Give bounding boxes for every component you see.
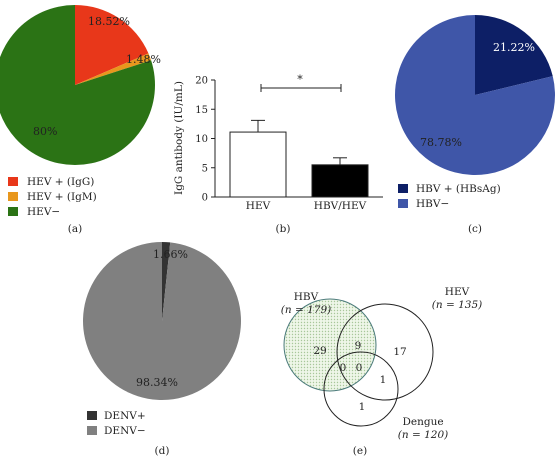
slice-label-hev-igm: 1.48% bbox=[126, 53, 161, 66]
pie-slice-hev-pos-igg bbox=[75, 5, 149, 85]
pie-chart-a bbox=[0, 5, 155, 165]
legend-swatch-hev-igg bbox=[8, 177, 18, 186]
bar-hev bbox=[229, 131, 287, 198]
pie-slice-hevneg bbox=[0, 5, 155, 165]
venn-count-all-three: 0 bbox=[356, 362, 363, 374]
y-ticks-b: 0 5 10 15 20 bbox=[195, 76, 215, 204]
y-axis-label-b: IgG antibody (IU/mL) bbox=[173, 81, 185, 195]
pie-slice-hbvneg bbox=[395, 15, 555, 175]
venn-circle-hev bbox=[336, 303, 434, 401]
legend-swatch-denv-pos bbox=[87, 411, 97, 420]
legend-label-hbv-pos: HBV + (HBsAg) bbox=[416, 183, 501, 195]
x-tick-label-hbv-hev: HBV/HEV bbox=[314, 200, 367, 212]
x-tick-label-hev: HEV bbox=[246, 200, 271, 212]
venn-count-hbv-only: 29 bbox=[313, 345, 326, 357]
pie-chart-d bbox=[83, 242, 242, 401]
venn-set-name-dengue: Dengue bbox=[402, 416, 443, 428]
venn-count-hbv-hev: 9 bbox=[355, 340, 362, 352]
slice-label-hbv-pos: 21.22% bbox=[493, 41, 535, 54]
venn-set-n-hbv: (n = 179) bbox=[281, 304, 331, 316]
y-tick-label-15: 15 bbox=[195, 105, 208, 116]
legend-label-hev-igm: HEV + (IgM) bbox=[27, 191, 97, 203]
y-tick-label-0: 0 bbox=[202, 193, 208, 204]
venn-count-dengue-only: 1 bbox=[359, 401, 366, 413]
slice-label-denv-neg: 98.34% bbox=[136, 376, 178, 389]
bars-b bbox=[229, 119, 369, 198]
pie-slice-hev-pos-igm bbox=[75, 53, 152, 85]
legend-swatch-hev-neg bbox=[8, 207, 18, 216]
legend-swatch-hev-igm bbox=[8, 192, 18, 201]
y-tick-label-10: 10 bbox=[195, 134, 208, 145]
panel-label-b: (b) bbox=[276, 223, 291, 235]
y-tick-label-20: 20 bbox=[195, 76, 208, 87]
panel-label-d: (d) bbox=[155, 445, 170, 457]
venn-count-hev-dengue: 1 bbox=[380, 374, 387, 386]
pie-slice-hbv-pos-hbsag bbox=[475, 15, 553, 95]
pie-slice-denvneg bbox=[83, 242, 242, 401]
venn-count-hev-only: 17 bbox=[393, 346, 406, 358]
venn-set-n-dengue: (n = 120) bbox=[398, 429, 448, 441]
significance-star: * bbox=[297, 73, 303, 86]
legend-label-hev-igg: HEV + (IgG) bbox=[27, 176, 94, 188]
venn-set-name-hev: HEV bbox=[445, 286, 470, 298]
legend-label-hev-neg: HEV− bbox=[27, 206, 60, 218]
pie-slice-denvpos bbox=[162, 242, 171, 321]
slice-label-denv-pos: 1.66% bbox=[153, 248, 188, 261]
legend-swatch-hbv-pos bbox=[398, 184, 408, 193]
legend-label-denv-pos: DENV+ bbox=[104, 410, 146, 422]
y-tick-label-5: 5 bbox=[202, 163, 208, 174]
legend-swatch-hbv-neg bbox=[398, 199, 408, 208]
venn-circle-dengue bbox=[323, 351, 399, 427]
slice-label-hev-neg: 80% bbox=[33, 125, 57, 138]
panel-label-e: (e) bbox=[353, 445, 367, 457]
panel-label-c: (c) bbox=[468, 223, 482, 235]
slice-label-hbv-neg: 78.78% bbox=[420, 136, 462, 149]
legend-label-denv-neg: DENV− bbox=[104, 425, 146, 437]
bar-hbv-hev bbox=[311, 164, 369, 198]
venn-set-n-hev: (n = 135) bbox=[432, 299, 482, 311]
legend-swatch-denv-neg bbox=[87, 426, 97, 435]
venn-set-name-hbv: HBV bbox=[294, 291, 319, 303]
venn-circle-hbv bbox=[283, 298, 377, 392]
panel-label-a: (a) bbox=[68, 223, 82, 235]
venn-count-hbv-dengue: 0 bbox=[340, 362, 347, 374]
slice-label-hev-igg: 18.52% bbox=[88, 15, 130, 28]
legend-label-hbv-neg: HBV− bbox=[416, 198, 449, 210]
pie-chart-c bbox=[395, 15, 555, 175]
